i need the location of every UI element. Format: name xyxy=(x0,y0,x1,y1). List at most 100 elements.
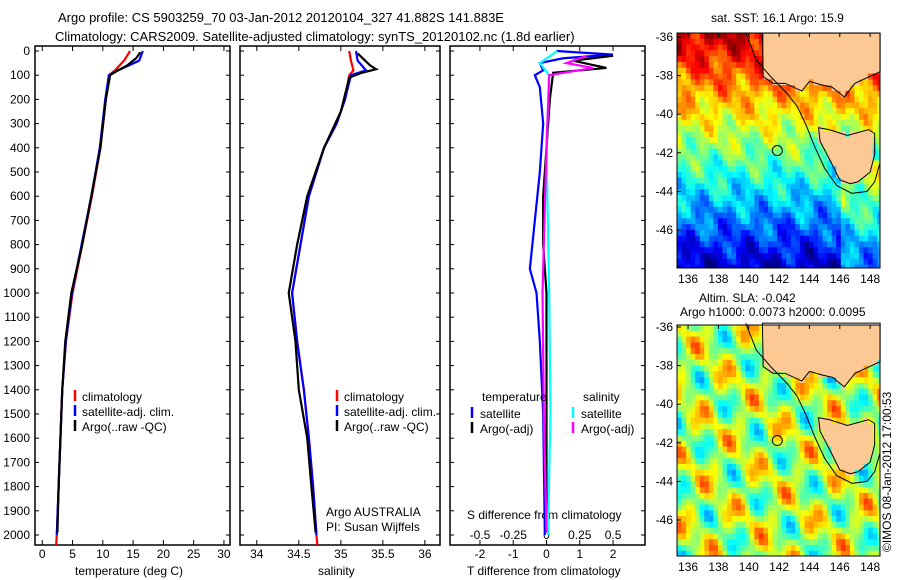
map-cell xyxy=(777,521,783,529)
map-cell xyxy=(790,200,796,208)
map-cell xyxy=(768,510,774,517)
map-cell xyxy=(695,241,701,248)
map-cell xyxy=(740,411,746,419)
map-cell xyxy=(722,325,728,332)
map-cell xyxy=(690,492,696,500)
map-cell xyxy=(722,348,728,355)
map-cell xyxy=(859,200,865,208)
map-cell xyxy=(677,143,683,150)
map-cell xyxy=(790,394,796,401)
map-cell xyxy=(699,481,705,488)
map-cell xyxy=(686,446,692,453)
map-cell xyxy=(749,359,755,367)
map-cell xyxy=(768,498,774,505)
map-cell xyxy=(808,177,815,185)
map-cell xyxy=(854,371,860,378)
map-cell xyxy=(877,125,881,132)
map-cell xyxy=(808,475,815,482)
map-cell xyxy=(849,371,855,378)
map-cell xyxy=(836,195,842,202)
map-cell xyxy=(849,56,855,63)
map-cell xyxy=(745,166,751,173)
map-cell xyxy=(699,67,705,75)
map-cell xyxy=(713,224,719,231)
map-cell xyxy=(681,348,687,355)
map-cell xyxy=(713,119,719,127)
map-cell xyxy=(827,131,833,138)
map-cell xyxy=(745,154,751,161)
map-cell xyxy=(790,429,796,436)
map-cell xyxy=(708,44,714,51)
map-cell xyxy=(745,435,751,442)
figure-title-line1: Argo profile: CS 5903259_70 03-Jan-2012 … xyxy=(58,10,504,25)
map-cell xyxy=(713,469,719,477)
map-cell xyxy=(863,189,869,196)
map-cell xyxy=(695,400,701,407)
map-cell xyxy=(736,423,742,430)
map-cell xyxy=(872,440,878,448)
map-cell xyxy=(727,38,733,46)
map-cell xyxy=(781,96,787,103)
map-cell xyxy=(758,114,764,121)
map-cell xyxy=(822,481,828,488)
map-cell xyxy=(859,330,865,338)
map-cell xyxy=(840,253,846,260)
map-cell xyxy=(758,382,764,390)
map-cell xyxy=(813,359,819,367)
map-cell xyxy=(690,212,696,219)
map-cell xyxy=(831,330,837,338)
map-cell xyxy=(804,417,810,424)
map-cell xyxy=(704,325,710,332)
map-cell xyxy=(859,400,865,407)
map-cell xyxy=(854,38,860,46)
map-cell xyxy=(822,516,828,523)
map-cell xyxy=(795,247,801,254)
map-cell xyxy=(818,235,824,242)
map-cell xyxy=(704,469,710,477)
x-tick-label: 34.5 xyxy=(287,547,311,561)
map-cell xyxy=(790,342,796,349)
map-cell xyxy=(808,171,815,179)
series-line-argo-raw-qc- xyxy=(287,52,379,533)
map-cell xyxy=(690,160,696,167)
map-cell xyxy=(731,195,737,202)
map-cell xyxy=(740,446,746,453)
map-cell xyxy=(808,38,815,46)
map-cell xyxy=(827,545,833,552)
map-cell xyxy=(786,73,792,80)
map-cell xyxy=(681,353,687,361)
map-cell xyxy=(877,377,881,384)
map-cell xyxy=(872,125,878,132)
map-cell xyxy=(813,171,819,179)
map-cell xyxy=(736,545,742,552)
y-tick-label: 1100 xyxy=(4,310,30,324)
map-cell xyxy=(790,90,796,98)
lon-tick-label: 136 xyxy=(678,560,698,574)
map-cell xyxy=(681,550,687,557)
map-cell xyxy=(772,440,778,448)
map-cell xyxy=(854,463,860,471)
map-cell xyxy=(772,475,778,482)
map-cell xyxy=(758,550,764,557)
map-cell xyxy=(763,533,769,540)
map-cell xyxy=(813,148,819,156)
map-cell xyxy=(859,143,865,150)
map-cell xyxy=(799,154,805,161)
map-cell xyxy=(686,137,692,144)
map-cell xyxy=(708,195,714,202)
map-cell xyxy=(799,189,805,196)
map-cell xyxy=(868,253,874,260)
map-cell xyxy=(763,330,769,338)
map-cell xyxy=(758,417,764,424)
map-cell xyxy=(854,411,860,419)
map-cell xyxy=(790,458,796,465)
map-cell xyxy=(699,79,705,86)
map-cell xyxy=(708,377,714,384)
map-cell xyxy=(722,516,728,523)
y-tick-label: 1300 xyxy=(3,359,30,373)
map-cell xyxy=(786,458,792,465)
map-cell xyxy=(818,119,824,127)
map-cell xyxy=(831,435,837,442)
map-cell xyxy=(681,212,687,219)
map-cell xyxy=(717,510,724,517)
